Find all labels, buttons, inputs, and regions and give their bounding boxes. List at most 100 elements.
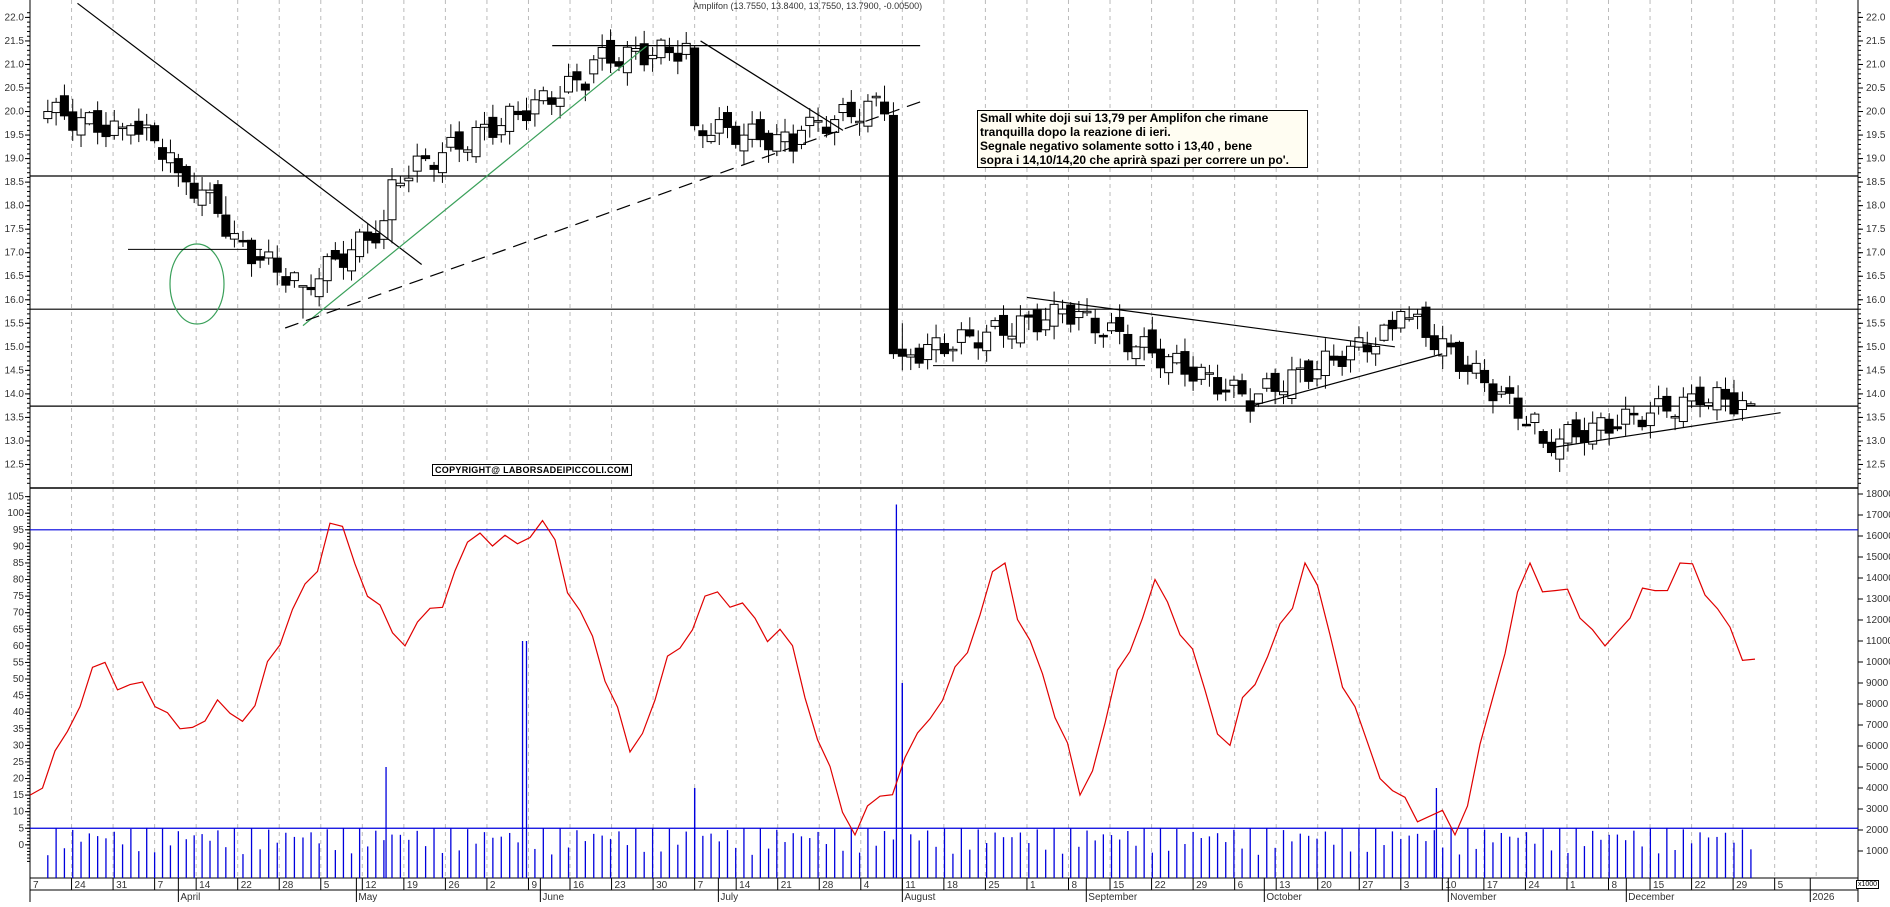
date-tick: 16 (573, 880, 585, 891)
date-tick: 6 (1238, 880, 1244, 891)
oscillator-tick: 85 (13, 558, 25, 569)
date-tick: 21 (781, 880, 793, 891)
price-tick-left: 12.5 (5, 459, 25, 470)
oscillator-tick: 45 (13, 691, 25, 702)
copyright-label: COPYRIGHT@ LABORSADEIPICCOLI.COM (432, 464, 632, 476)
price-tick-left: 20.5 (5, 83, 25, 94)
month-label: September (1088, 892, 1138, 902)
oscillator-tick: 55 (13, 657, 25, 668)
volume-tick: 3000 (1866, 804, 1889, 815)
date-tick: 19 (407, 880, 419, 891)
price-tick-left: 18.0 (5, 201, 25, 212)
price-tick-right: 19.0 (1866, 154, 1886, 165)
price-tick-right: 13.5 (1866, 412, 1886, 423)
price-tick-left: 15.0 (5, 342, 25, 353)
date-tick: 24 (1528, 880, 1540, 891)
month-label: November (1450, 892, 1497, 902)
date-tick: 8 (1071, 880, 1077, 891)
analysis-comment-box: Small white doji sui 13,79 per Amplifon … (977, 110, 1308, 168)
date-tick: 15 (1113, 880, 1125, 891)
price-tick-left: 15.5 (5, 318, 25, 329)
volume-tick: 1000 (1866, 846, 1889, 857)
price-tick-right: 21.0 (1866, 59, 1886, 70)
date-tick: 30 (656, 880, 668, 891)
volume-tick: 10000 (1866, 657, 1890, 668)
month-label: August (904, 892, 935, 902)
trendline (700, 40, 844, 131)
price-tick-right: 12.5 (1866, 459, 1886, 470)
candlesticks (43, 29, 1756, 472)
oscillator-tick: 75 (13, 591, 25, 602)
date-tick: 29 (1196, 880, 1208, 891)
price-tick-left: 16.0 (5, 295, 25, 306)
price-tick-left: 21.0 (5, 59, 25, 70)
oscillator-line (29, 519, 1756, 837)
date-tick: 8 (1612, 880, 1618, 891)
price-tick-right: 15.0 (1866, 342, 1886, 353)
date-tick: 4 (864, 880, 870, 891)
price-tick-left: 13.5 (5, 412, 25, 423)
date-tick: 3 (1404, 880, 1410, 891)
oscillator-tick: 20 (13, 774, 25, 785)
oscillator-tick: 10 (13, 807, 25, 818)
volume-tick: 7000 (1866, 720, 1889, 731)
chart-title: Amplifon (13.7550, 13.8400, 13.7550, 13.… (693, 1, 922, 11)
price-tick-left: 17.5 (5, 224, 25, 235)
volume-tick: 18000 (1866, 489, 1890, 500)
date-tick: 27 (1362, 880, 1374, 891)
oscillator-tick: 40 (13, 707, 25, 718)
date-tick: 14 (199, 880, 211, 891)
date-tick: 7 (698, 880, 704, 891)
oscillator-tick: 100 (7, 508, 24, 519)
date-tick: 23 (615, 880, 627, 891)
volume-tick: 17000 (1866, 510, 1890, 521)
price-tick-right: 18.0 (1866, 201, 1886, 212)
price-tick-left: 19.5 (5, 130, 25, 141)
highlight-ellipse (169, 243, 225, 325)
volume-tick: 16000 (1866, 531, 1890, 542)
oscillator-tick: 50 (13, 674, 25, 685)
price-tick-right: 14.0 (1866, 389, 1886, 400)
date-tick: 5 (324, 880, 330, 891)
oscillator-tick: 30 (13, 740, 25, 751)
price-tick-right: 19.5 (1866, 130, 1886, 141)
oscillator-tick: 5 (18, 823, 24, 834)
price-tick-left: 14.5 (5, 365, 25, 376)
volume-tick: 12000 (1866, 615, 1890, 626)
price-tick-left: 22.0 (5, 12, 25, 23)
date-tick: 7 (33, 880, 39, 891)
date-tick: 14 (739, 880, 751, 891)
month-label: April (180, 892, 200, 902)
price-tick-right: 14.5 (1866, 365, 1886, 376)
date-tick: 22 (1155, 880, 1167, 891)
date-tick: 13 (1279, 880, 1291, 891)
price-tick-left: 16.5 (5, 271, 25, 282)
date-tick: 31 (116, 880, 128, 891)
volume-bars (47, 504, 1752, 878)
oscillator-tick: 90 (13, 541, 25, 552)
volume-tick: 13000 (1866, 594, 1890, 605)
date-tick: 11 (905, 880, 916, 891)
oscillator-tick: 80 (13, 575, 25, 586)
date-tick: 26 (448, 880, 460, 891)
price-tick-right: 21.5 (1866, 36, 1886, 47)
oscillator-tick: 35 (13, 724, 25, 735)
trendline (302, 45, 648, 327)
date-tick: 10 (1445, 880, 1457, 891)
date-tick: 17 (1487, 880, 1499, 891)
date-tick: 24 (75, 880, 87, 891)
price-tick-right: 20.0 (1866, 107, 1886, 118)
oscillator-tick: 70 (13, 608, 25, 619)
price-tick-left: 18.5 (5, 177, 25, 188)
volume-tick: 2000 (1866, 825, 1889, 836)
price-tick-left: 19.0 (5, 154, 25, 165)
oscillator-tick: 95 (13, 525, 25, 536)
price-tick-left: 20.0 (5, 107, 25, 118)
date-tick: 22 (1695, 880, 1707, 891)
oscillator-tick: 65 (13, 624, 25, 635)
date-tick: 1 (1030, 880, 1036, 891)
trendline (1549, 412, 1781, 449)
date-tick: 22 (241, 880, 253, 891)
date-tick: 28 (822, 880, 834, 891)
